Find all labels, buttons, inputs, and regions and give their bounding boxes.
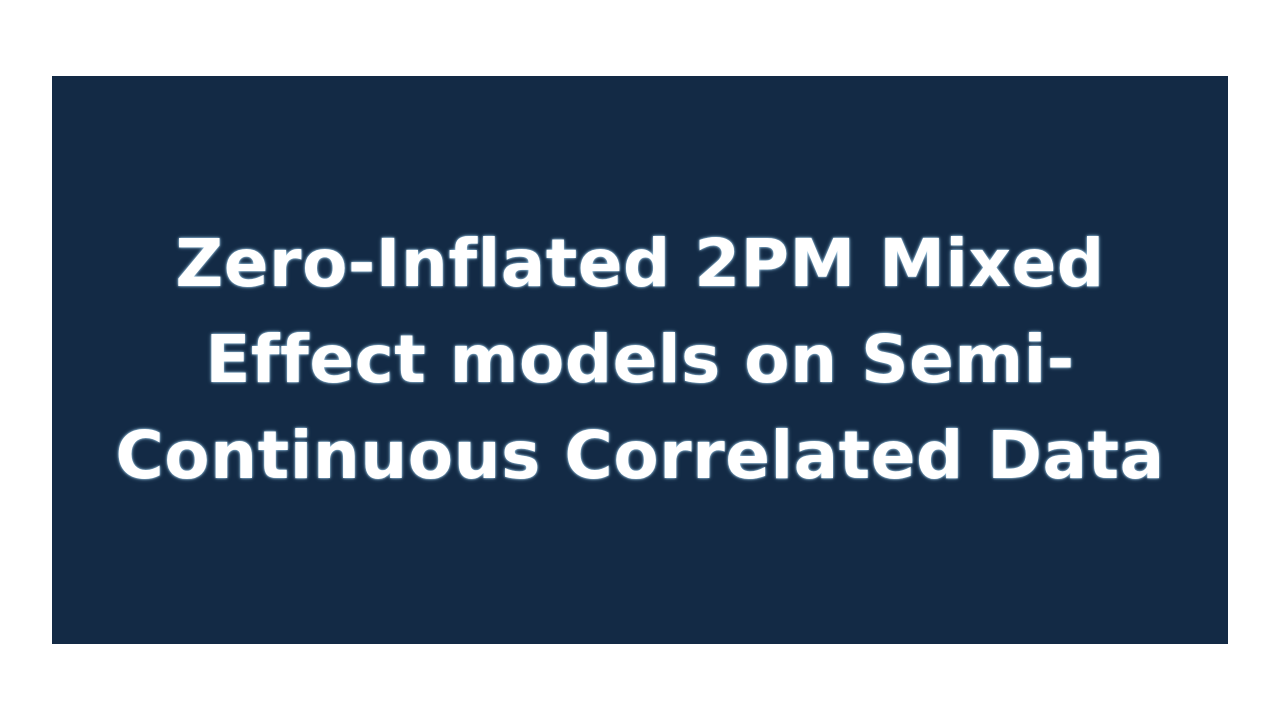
title-line-2: Effect models on Semi- bbox=[205, 321, 1075, 398]
title-banner: Zero-Inflated 2PM Mixed Effect models on… bbox=[52, 76, 1228, 644]
title-line-1: Zero-Inflated 2PM Mixed bbox=[175, 225, 1105, 302]
title-line-3: Continuous Correlated Data bbox=[115, 417, 1165, 494]
